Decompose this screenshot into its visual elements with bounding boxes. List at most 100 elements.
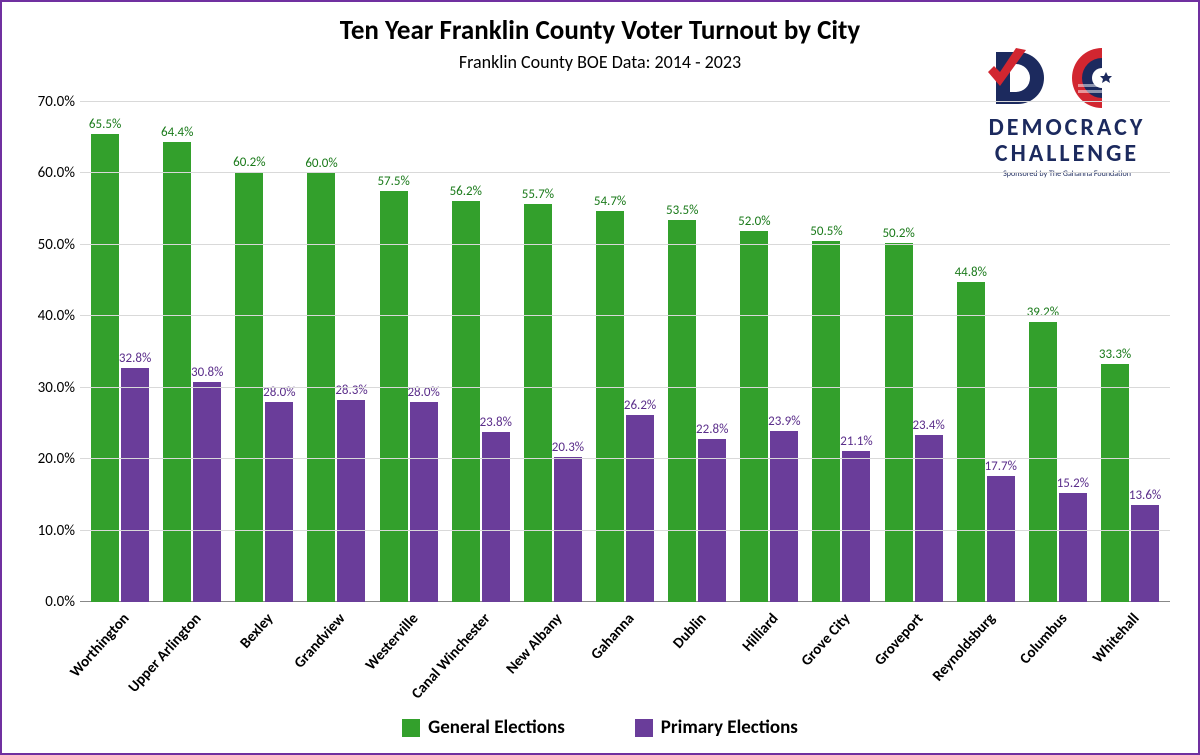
x-category-label: Columbus	[1022, 606, 1094, 716]
chart-area: 0.0%10.0%20.0%30.0%40.0%50.0%60.0%70.0% …	[20, 102, 1180, 693]
bar-primary: 28.3%	[337, 400, 365, 602]
x-axis-labels: WorthingtonUpper ArlingtonBexleyGrandvie…	[80, 606, 1170, 716]
bar-group: 52.0%23.9%	[733, 102, 805, 602]
y-tick-label: 0.0%	[20, 593, 75, 611]
bar-group: 44.8%17.7%	[950, 102, 1022, 602]
x-category-label: Grove City	[805, 606, 877, 716]
x-category-label: Dublin	[661, 606, 733, 716]
bar-group: 50.2%23.4%	[878, 102, 950, 602]
x-category-label: Gahanna	[589, 606, 661, 716]
x-category-label: Bexley	[228, 606, 300, 716]
bar-value-label: 28.3%	[335, 383, 367, 398]
bar-value-label: 30.8%	[191, 365, 223, 380]
legend-item-general: General Elections	[402, 716, 565, 739]
bar-primary: 26.2%	[626, 415, 654, 602]
y-tick-label: 50.0%	[20, 236, 75, 254]
x-category-label: Reynoldsburg	[950, 606, 1022, 716]
bar-primary: 28.0%	[265, 402, 293, 602]
bar-value-label: 52.0%	[738, 214, 770, 229]
bar-group: 64.4%30.8%	[156, 102, 228, 602]
bar-group: 50.5%21.1%	[805, 102, 877, 602]
bar-value-label: 54.7%	[594, 194, 626, 209]
bar-primary: 22.8%	[698, 439, 726, 602]
y-tick-label: 60.0%	[20, 164, 75, 182]
bar-general: 55.7%	[524, 204, 552, 602]
y-tick-label: 70.0%	[20, 93, 75, 111]
gridline	[80, 458, 1170, 459]
bar-primary: 17.7%	[987, 476, 1015, 602]
x-category-label: New Albany	[517, 606, 589, 716]
bar-value-label: 64.4%	[161, 125, 193, 140]
bar-primary: 21.1%	[842, 451, 870, 602]
bar-value-label: 39.2%	[1027, 305, 1059, 320]
bar-group: 33.3%13.6%	[1094, 102, 1166, 602]
legend-item-primary: Primary Elections	[635, 716, 798, 739]
bar-value-label: 21.1%	[840, 434, 872, 449]
gridline	[80, 172, 1170, 173]
bar-value-label: 60.2%	[233, 155, 265, 170]
bar-value-label: 23.8%	[480, 415, 512, 430]
bar-general: 57.5%	[380, 191, 408, 602]
bar-general: 52.0%	[740, 231, 768, 602]
bar-group: 60.0% 28.3%	[300, 102, 372, 602]
x-category-label: Hilliard	[733, 606, 805, 716]
legend-swatch-primary	[635, 719, 653, 737]
bar-groups: 65.5%32.8%64.4%30.8%60.2%28.0%60.0%28.3%…	[80, 102, 1170, 602]
bar-primary: 30.8%	[193, 382, 221, 602]
bar-value-label: 60.0%	[305, 156, 337, 171]
gridline	[80, 244, 1170, 245]
bar-general: 54.7%	[596, 211, 624, 602]
bar-value-label: 23.4%	[912, 418, 944, 433]
bar-value-label: 33.3%	[1099, 347, 1131, 362]
gridline	[80, 530, 1170, 531]
bar-group: 56.2%23.8%	[445, 102, 517, 602]
chart-frame: Ten Year Franklin County Voter Turnout b…	[0, 0, 1200, 755]
bar-primary: 23.4%	[915, 435, 943, 602]
bar-value-label: 53.5%	[666, 203, 698, 218]
legend-label-general: General Elections	[428, 716, 565, 739]
y-tick-label: 20.0%	[20, 450, 75, 468]
bar-value-label: 20.3%	[552, 440, 584, 455]
bar-value-label: 15.2%	[1057, 476, 1089, 491]
bar-value-label: 22.8%	[696, 422, 728, 437]
x-category-label: Whitehall	[1094, 606, 1166, 716]
bar-group: 57.5%28.0%	[373, 102, 445, 602]
bar-group: 60.2% 28.0%	[228, 102, 300, 602]
bar-general: 44.8%	[957, 282, 985, 602]
bar-primary: 32.8%	[121, 368, 149, 602]
bar-value-label: 50.2%	[882, 226, 914, 241]
bar-general: 56.2%	[452, 201, 480, 602]
bar-value-label: 55.7%	[522, 187, 554, 202]
x-category-label: Upper Arlington	[156, 606, 228, 716]
gridline	[80, 315, 1170, 316]
legend-swatch-general	[402, 719, 420, 737]
legend-label-primary: Primary Elections	[661, 716, 798, 739]
y-tick-label: 30.0%	[20, 379, 75, 397]
bar-value-label: 13.6%	[1129, 488, 1161, 503]
bar-primary: 13.6%	[1131, 505, 1159, 602]
bar-general: 53.5%	[668, 220, 696, 602]
bar-value-label: 26.2%	[624, 398, 656, 413]
legend: General Elections Primary Elections	[2, 716, 1198, 739]
y-tick-label: 40.0%	[20, 307, 75, 325]
bar-group: 54.7%26.2%	[589, 102, 661, 602]
bar-group: 65.5%32.8%	[84, 102, 156, 602]
bar-primary: 28.0%	[410, 402, 438, 602]
bar-value-label: 65.5%	[89, 117, 121, 132]
bar-general: 39.2%	[1029, 322, 1057, 602]
bar-general: 33.3%	[1101, 364, 1129, 602]
bar-group: 39.2%15.2%	[1022, 102, 1094, 602]
gridline	[80, 387, 1170, 388]
bar-general: 64.4%	[163, 142, 191, 602]
bar-value-label: 17.7%	[985, 459, 1017, 474]
bar-value-label: 23.9%	[768, 414, 800, 429]
bar-value-label: 57.5%	[377, 174, 409, 189]
bar-value-label: 44.8%	[955, 265, 987, 280]
bar-general: 50.2%	[885, 243, 913, 602]
bar-general: 65.5%	[91, 134, 119, 602]
bar-primary: 23.9%	[770, 431, 798, 602]
y-tick-label: 10.0%	[20, 522, 75, 540]
bar-general: 50.5%	[812, 241, 840, 602]
plot-area: 65.5%32.8%64.4%30.8%60.2%28.0%60.0%28.3%…	[80, 102, 1170, 602]
bar-group: 55.7%20.3%	[517, 102, 589, 602]
